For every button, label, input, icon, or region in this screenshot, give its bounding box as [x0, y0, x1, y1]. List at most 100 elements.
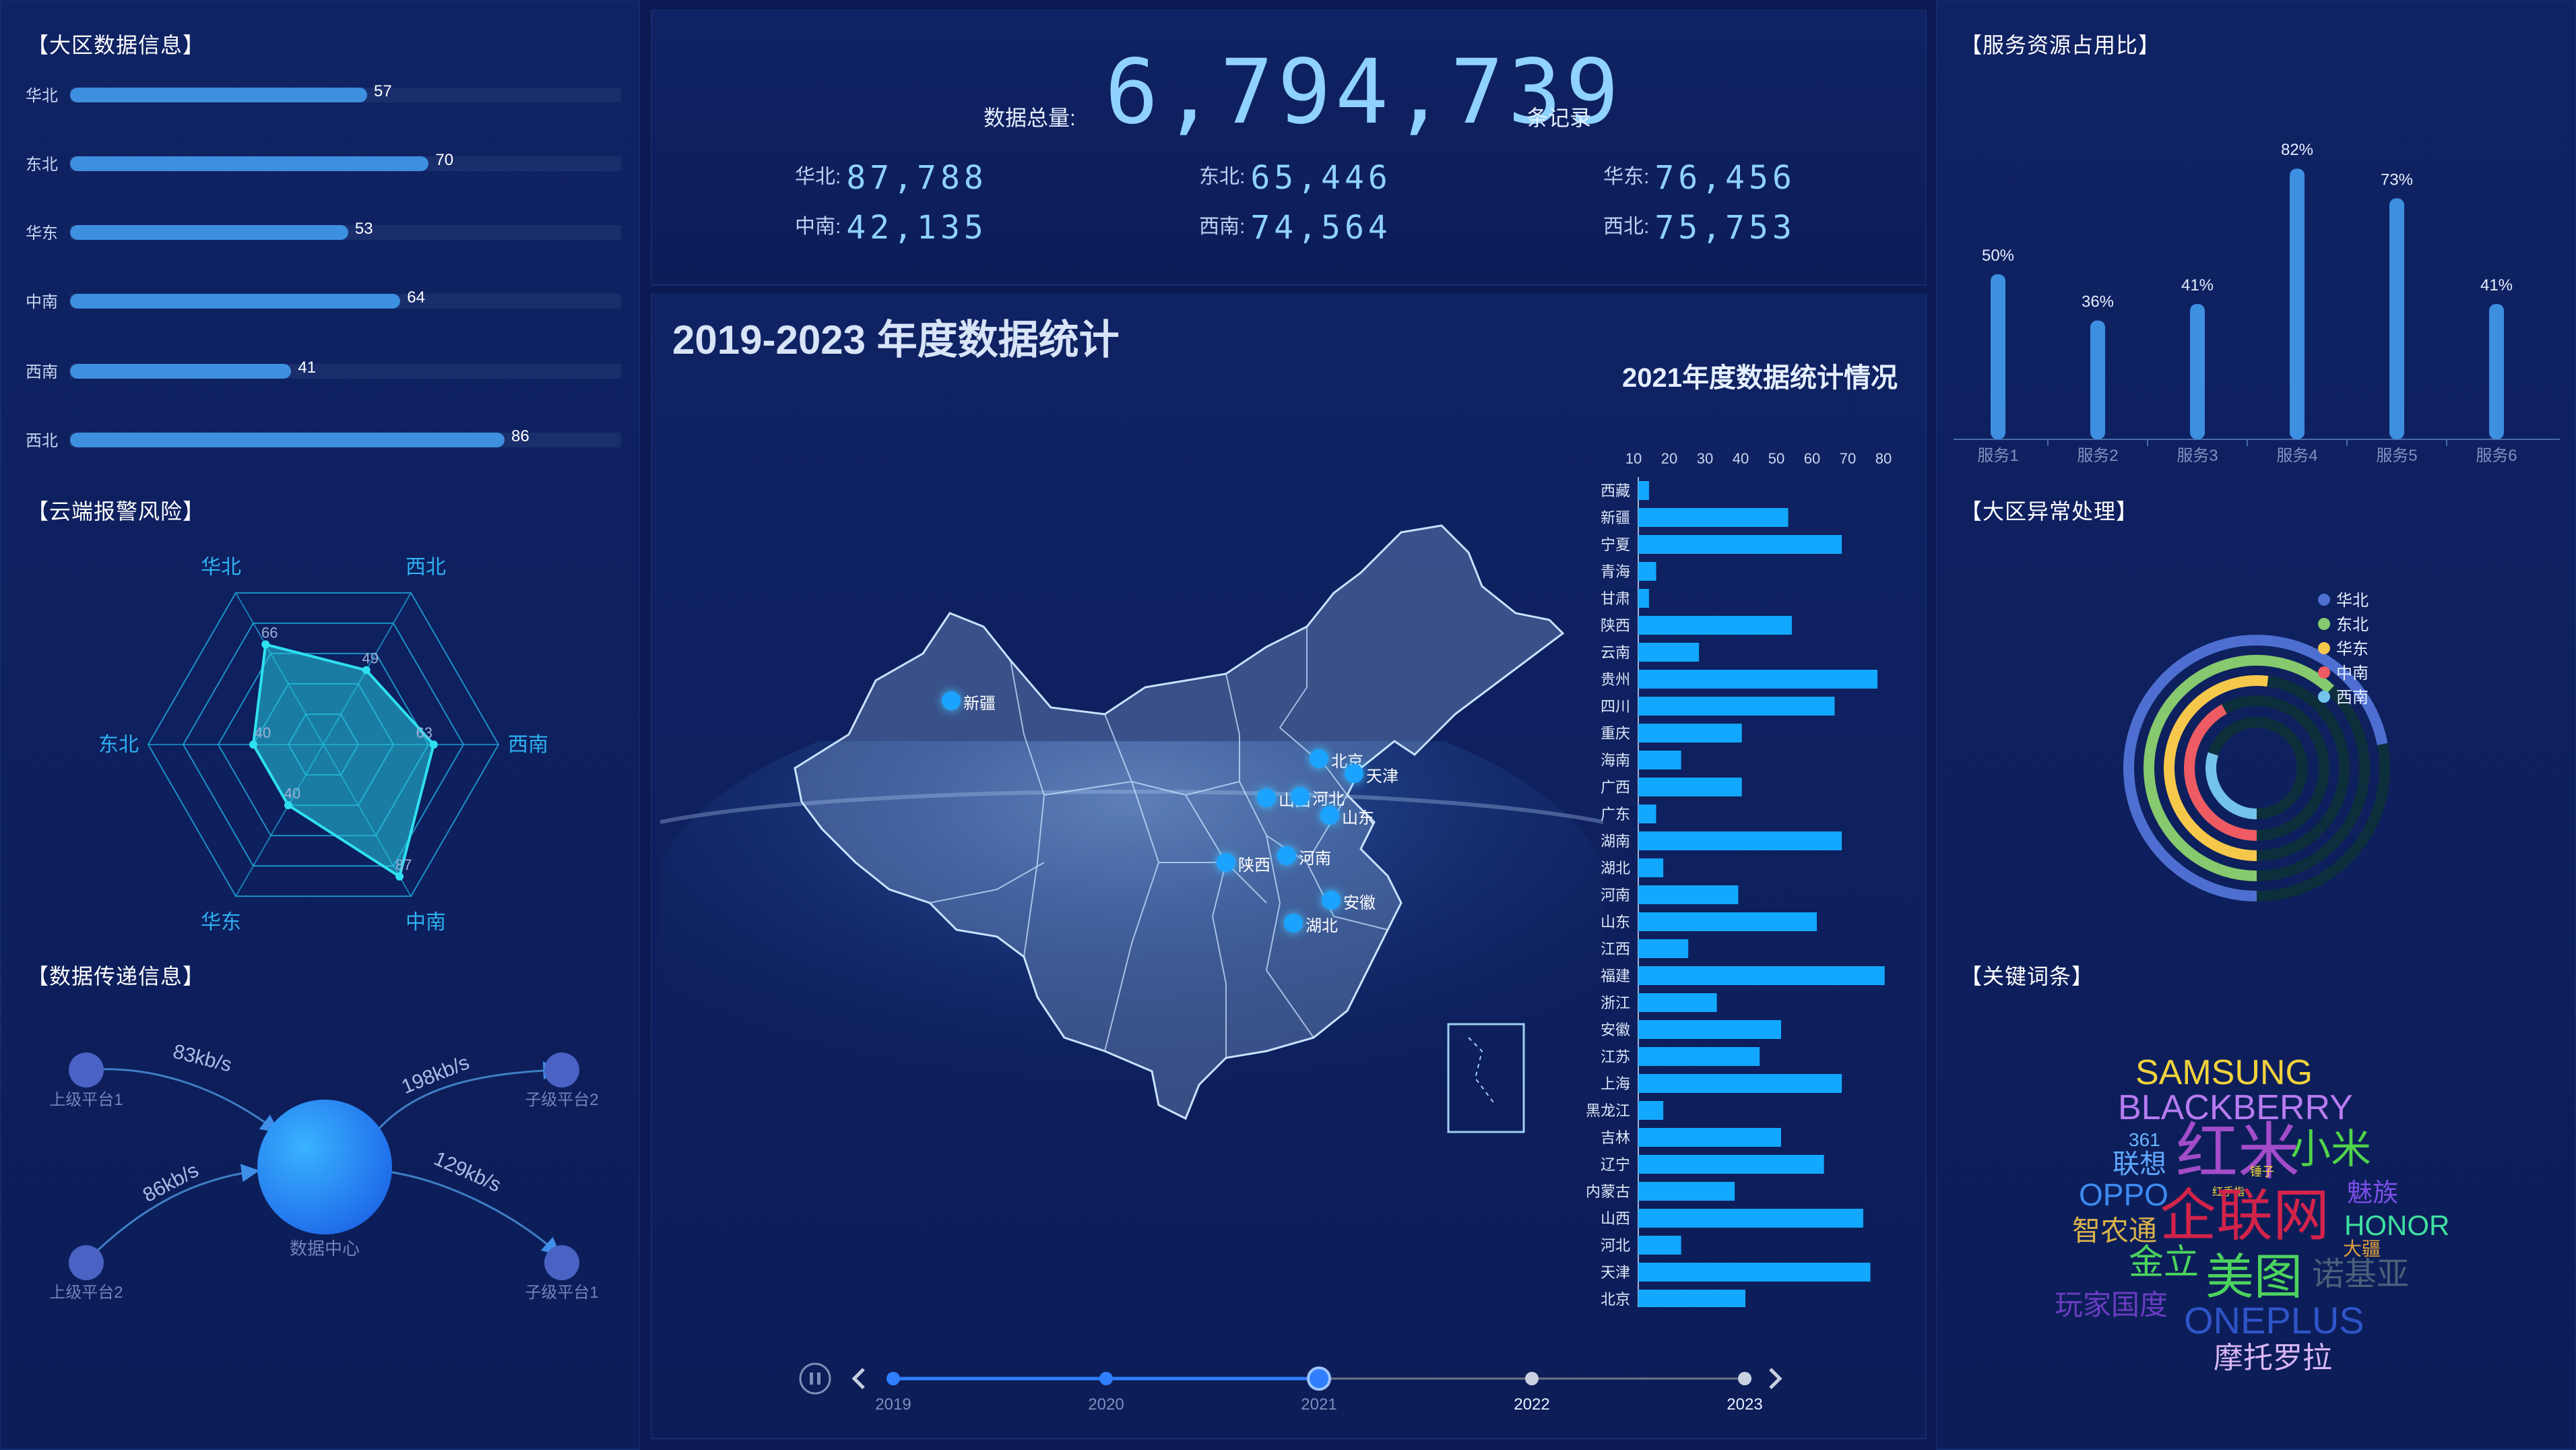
map-marker-dot[interactable]: [1291, 787, 1310, 806]
keyword-item[interactable]: SAMSUNG: [2135, 1053, 2313, 1092]
keyword-item[interactable]: 锤子: [2250, 1165, 2274, 1178]
timeline-point[interactable]: [887, 1372, 900, 1385]
timeline-point[interactable]: [1525, 1372, 1539, 1385]
keyword-item[interactable]: 美图: [2205, 1251, 2303, 1304]
map-marker-label: 陕西: [1238, 856, 1270, 875]
service-value-label: 41%: [2480, 276, 2513, 294]
prov-bar: [1638, 1209, 1863, 1228]
prov-bar: [1638, 1263, 1871, 1282]
map-marker-label: 安徽: [1343, 894, 1376, 912]
chart-subtitle: 2021年度数据统计情况: [1622, 363, 1898, 393]
prov-bar: [1638, 1236, 1681, 1255]
radar-axis-label: 华北: [201, 557, 241, 579]
service-value-label: 41%: [2181, 276, 2214, 294]
china-outline: [794, 524, 1565, 1121]
keyword-item[interactable]: OPPO: [2079, 1177, 2168, 1212]
service-value-label: 73%: [2381, 170, 2413, 189]
region-bar-row: 中南 64: [26, 286, 625, 313]
province-borders: [929, 627, 1388, 1058]
map-marker-label: 山东: [1342, 809, 1374, 827]
timeline-pause-button[interactable]: [799, 1362, 831, 1395]
total-label: 数据总量:: [984, 106, 1076, 130]
pause-icon: [810, 1373, 813, 1385]
radar-area: [251, 642, 436, 879]
prov-bar: [1638, 751, 1681, 769]
prov-bar: [1638, 912, 1817, 931]
prov-bar: [1638, 481, 1649, 500]
region-stat: 东北: 65,446: [1199, 159, 1392, 197]
prov-category-label: 贵州: [1601, 671, 1630, 688]
legend-swatch: [2318, 666, 2330, 679]
map-marker-dot[interactable]: [1310, 749, 1328, 768]
region-exception-title: 【大区异常处理】: [1960, 499, 2139, 524]
keyword-item[interactable]: 红米: [2176, 1118, 2300, 1187]
prov-category-label: 浙江: [1601, 995, 1630, 1011]
map-marker-dot[interactable]: [1322, 891, 1341, 910]
radar-value-label: 63: [416, 724, 432, 741]
radar-axis-label: 东北: [98, 734, 139, 756]
radar-point: [261, 640, 270, 649]
map-marker-dot[interactable]: [1217, 853, 1235, 872]
china-map: [794, 524, 1565, 1133]
map-marker-dot[interactable]: [1345, 764, 1363, 783]
timeline-point[interactable]: [1307, 1366, 1331, 1391]
keyword-item[interactable]: ONEPLUS: [2184, 1299, 2364, 1342]
cloud-alert-title: 【云端报警风险】: [27, 499, 205, 524]
map-marker-dot[interactable]: [1320, 806, 1339, 825]
keyword-item[interactable]: 智农通: [2072, 1215, 2158, 1247]
keyword-item[interactable]: 玩家国度: [2055, 1289, 2168, 1321]
keyword-item[interactable]: 摩托罗拉: [2214, 1342, 2332, 1375]
map-marker-dot[interactable]: [1257, 788, 1276, 807]
timeline-year-label: 2020: [1088, 1395, 1124, 1414]
keyword-item[interactable]: HONOR: [2344, 1209, 2450, 1241]
service-category-label: 服务6: [2476, 447, 2517, 465]
prov-bar: [1638, 616, 1792, 635]
child-platform-1-node: [544, 1245, 579, 1280]
radial-bar: [2144, 655, 2334, 881]
prov-bar: [1638, 562, 1656, 581]
prov-category-label: 辽宁: [1601, 1156, 1630, 1173]
prov-category-label: 湖南: [1601, 833, 1630, 850]
center-top-panel: [651, 9, 1927, 286]
keyword-item[interactable]: BLACKBERRY: [2118, 1088, 2353, 1127]
region-stat-label: 西北:: [1603, 215, 1650, 238]
legend-swatch: [2318, 642, 2330, 654]
keyword-item[interactable]: 企联网: [2160, 1184, 2330, 1247]
timeline-next-icon[interactable]: [1769, 1368, 1782, 1389]
map-marker-label: 河北: [1312, 790, 1345, 809]
keyword-item[interactable]: 小米: [2290, 1127, 2371, 1172]
map-marker-dot[interactable]: [1277, 846, 1296, 865]
keyword-item[interactable]: 361: [2129, 1129, 2160, 1150]
map-marker-dot[interactable]: [942, 691, 961, 710]
timeline[interactable]: 2019 2020 2021 2022 2023: [781, 1348, 1792, 1428]
region-stat: 西南: 74,564: [1199, 209, 1392, 247]
region-bar-label: 东北: [26, 156, 58, 174]
region-bar-label: 华北: [26, 87, 58, 105]
keyword-item[interactable]: 大疆: [2343, 1238, 2381, 1259]
total-value: 6,794,739: [1105, 40, 1623, 144]
region-bar-fill: [70, 156, 429, 171]
map-marker-dot[interactable]: [1284, 914, 1303, 933]
timeline-point[interactable]: [1738, 1372, 1751, 1385]
keyword-item[interactable]: 联想: [2113, 1149, 2166, 1179]
service-category-label: 服务3: [2177, 447, 2218, 465]
timeline-point[interactable]: [1099, 1372, 1113, 1385]
timeline-prev-icon[interactable]: [851, 1368, 865, 1389]
keyword-item[interactable]: 魅族: [2347, 1179, 2399, 1207]
radar-axis-label: 西南: [508, 734, 548, 756]
prov-category-label: 宁夏: [1601, 536, 1630, 553]
region-bar-value: 53: [354, 220, 373, 238]
legend-swatch: [2318, 618, 2330, 630]
keyword-item[interactable]: 红手指: [2212, 1187, 2245, 1198]
keyword-item[interactable]: 金立: [2129, 1243, 2199, 1282]
region-bar-fill: [70, 225, 348, 240]
radar-point: [395, 872, 404, 881]
keyword-item[interactable]: 诺基亚: [2312, 1257, 2410, 1292]
prov-bar: [1638, 508, 1789, 527]
region-stat-value: 65,446: [1250, 159, 1392, 197]
prov-bar: [1638, 589, 1649, 608]
transfer-diagram: 上级平台1 上级平台2 子级平台2 子级平台1 数据中心 83kb/s 86kb…: [49, 1040, 598, 1302]
prov-category-label: 湖北: [1601, 860, 1630, 877]
region-data-title: 【大区数据信息】: [27, 33, 205, 57]
